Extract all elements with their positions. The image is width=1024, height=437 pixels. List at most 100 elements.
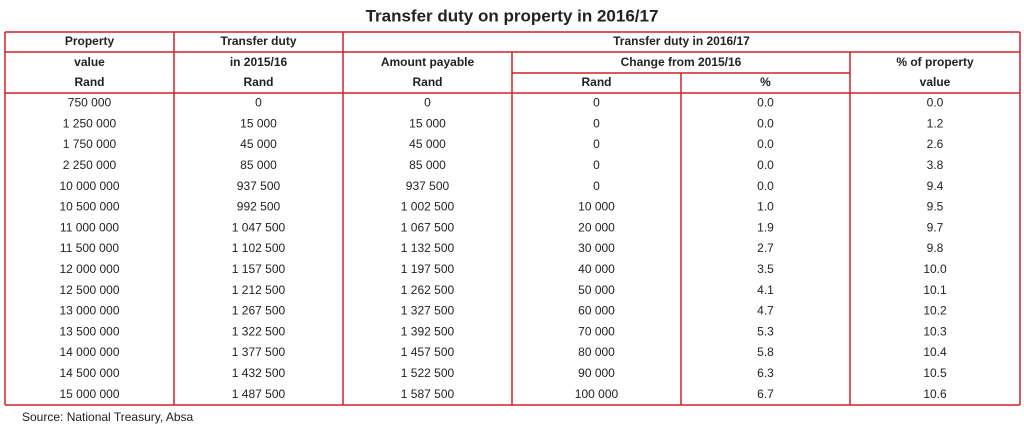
table-cell: 80 000 <box>578 345 615 359</box>
table-cell: 1 322 500 <box>232 324 286 338</box>
header-cell: Transfer duty <box>220 34 296 48</box>
header-cell: Rand <box>75 75 105 89</box>
table-cell: 1.0 <box>757 200 774 214</box>
table-cell: 0 <box>593 96 600 110</box>
table-cell: 1 522 500 <box>401 366 455 380</box>
table-cell: 10.1 <box>923 283 947 297</box>
table-cell: 3.5 <box>757 262 774 276</box>
table-cell: 45 000 <box>409 137 446 151</box>
table-cell: 10.4 <box>923 345 947 359</box>
table-cell: 937 500 <box>237 179 281 193</box>
table-cell: 85 000 <box>409 158 446 172</box>
table-cell: 1 487 500 <box>232 387 286 401</box>
table-cell: 5.8 <box>757 345 774 359</box>
table-rules <box>4 31 1021 406</box>
header-cell: % <box>760 75 771 89</box>
header-cell: Rand <box>582 75 612 89</box>
table-cell: 40 000 <box>578 262 615 276</box>
table-cell: 1 002 500 <box>401 200 455 214</box>
table-cell: 10.3 <box>923 324 947 338</box>
table-cell: 13 000 000 <box>59 304 119 318</box>
header-cell: value <box>74 55 105 69</box>
table-cell: 10.2 <box>923 304 947 318</box>
table-cell: 60 000 <box>578 304 615 318</box>
header-cell: Rand <box>244 75 274 89</box>
table-cell: 992 500 <box>237 200 281 214</box>
table-cell: 10 000 <box>578 200 615 214</box>
table-cell: 2.6 <box>927 137 944 151</box>
table-cell: 14 000 000 <box>59 345 119 359</box>
table-cell: 12 500 000 <box>59 283 119 297</box>
table-cell: 1 250 000 <box>63 116 117 130</box>
table-cell: 0 <box>593 116 600 130</box>
table-cell: 14 500 000 <box>59 366 119 380</box>
table-cell: 1 267 500 <box>232 304 286 318</box>
table-cell: 0.0 <box>757 158 774 172</box>
table-cell: 4.7 <box>757 304 774 318</box>
table-cell: 0 <box>255 96 262 110</box>
table-cell: 1 212 500 <box>232 283 286 297</box>
table-cell: 2 250 000 <box>63 158 117 172</box>
table-cell: 1 132 500 <box>401 241 455 255</box>
table-cell: 1 327 500 <box>401 304 455 318</box>
table-cell: 4.1 <box>757 283 774 297</box>
table-cell: 0.0 <box>757 137 774 151</box>
table-cell: 0.0 <box>757 116 774 130</box>
table-cell: 2.7 <box>757 241 774 255</box>
table-cell: 1 067 500 <box>401 220 455 234</box>
header-cell: Transfer duty in 2016/17 <box>613 34 750 48</box>
table-cell: 1 157 500 <box>232 262 286 276</box>
table-cell: 70 000 <box>578 324 615 338</box>
header-cell: value <box>920 75 951 89</box>
table-cell: 750 000 <box>68 96 112 110</box>
table-cell: 10.0 <box>923 262 947 276</box>
table-cell: 0 <box>593 179 600 193</box>
header-cell: Amount payable <box>381 55 475 69</box>
table-cell: 100 000 <box>575 387 619 401</box>
table-cell: 6.7 <box>757 387 774 401</box>
table-cell: 50 000 <box>578 283 615 297</box>
table-cell: 15 000 <box>240 116 277 130</box>
table-cell: 13 500 000 <box>59 324 119 338</box>
header-cell: % of property <box>896 55 974 69</box>
table-cell: 937 500 <box>406 179 450 193</box>
table-cell: 1 102 500 <box>232 241 286 255</box>
table-cell: 15 000 000 <box>59 387 119 401</box>
table-cell: 20 000 <box>578 220 615 234</box>
table-cell: 10.6 <box>923 387 947 401</box>
table-cell: 0 <box>593 137 600 151</box>
table-cell: 6.3 <box>757 366 774 380</box>
table-cell: 10.5 <box>923 366 947 380</box>
table-cell: 3.8 <box>927 158 944 172</box>
table-cell: 11 000 000 <box>60 220 119 234</box>
table-cell: 9.5 <box>927 200 944 214</box>
table-cell: 1 262 500 <box>401 283 455 297</box>
table-cell: 0.0 <box>927 96 944 110</box>
table-cell: 0 <box>424 96 431 110</box>
table-cell: 1.9 <box>757 220 774 234</box>
table-cell: 85 000 <box>240 158 277 172</box>
table-cell: 12 000 000 <box>59 262 119 276</box>
table-cell: 90 000 <box>578 366 615 380</box>
table-cell: 10 500 000 <box>59 200 119 214</box>
table-title: Transfer duty on property in 2016/17 <box>366 6 659 25</box>
table-cell: 5.3 <box>757 324 774 338</box>
table-cell: 11 500 000 <box>60 241 119 255</box>
table-cell: 0.0 <box>757 96 774 110</box>
table-cell: 9.4 <box>927 179 944 193</box>
table-cell: 45 000 <box>240 137 277 151</box>
table-cell: 30 000 <box>578 241 615 255</box>
header-cell: Property <box>65 34 115 48</box>
table-cell: 1 432 500 <box>232 366 286 380</box>
table-cell: 1 750 000 <box>63 137 117 151</box>
header-cell: in 2015/16 <box>230 55 288 69</box>
table-cell: 1 587 500 <box>401 387 455 401</box>
table-cell: 1 457 500 <box>401 345 455 359</box>
table-cell: 1 392 500 <box>401 324 455 338</box>
table-cell: 0 <box>593 158 600 172</box>
header-cell: Change from 2015/16 <box>621 55 742 69</box>
table-cell: 0.0 <box>757 179 774 193</box>
table-cell: 9.8 <box>927 241 944 255</box>
table-cell: 1 047 500 <box>232 220 286 234</box>
